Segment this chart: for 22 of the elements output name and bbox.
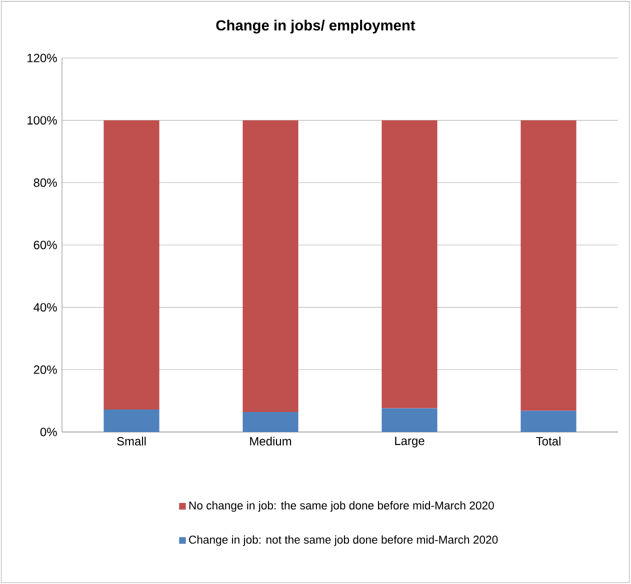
y-tick-label: 100% <box>28 116 57 125</box>
bar <box>520 120 576 411</box>
bar <box>520 410 576 432</box>
bar <box>242 412 298 432</box>
x-tick-label: Medium <box>250 436 292 446</box>
y-tick-label: 120% <box>28 54 57 62</box>
bar <box>104 410 160 432</box>
bar <box>382 408 438 432</box>
y-tick-label: 0% <box>40 428 57 436</box>
y-tick-label: 40% <box>34 303 57 312</box>
y-tick-label: 60% <box>34 240 57 250</box>
x-tick-label: Total <box>536 436 560 446</box>
x-tick-label: Large <box>395 436 424 448</box>
legend-label: No change in job: the same job done before mid-March 2020 <box>189 501 494 512</box>
x-tick-label: Small <box>117 436 146 446</box>
y-tick-label: 20% <box>34 365 57 374</box>
legend-label: Change in job: not the same job done before mid-March 2020 <box>189 535 498 546</box>
y-tick-label: 80% <box>34 178 57 187</box>
bar <box>242 120 298 412</box>
bar <box>104 120 160 410</box>
chart-title: Change in jobs/ employment <box>216 20 416 34</box>
bar <box>382 120 438 408</box>
